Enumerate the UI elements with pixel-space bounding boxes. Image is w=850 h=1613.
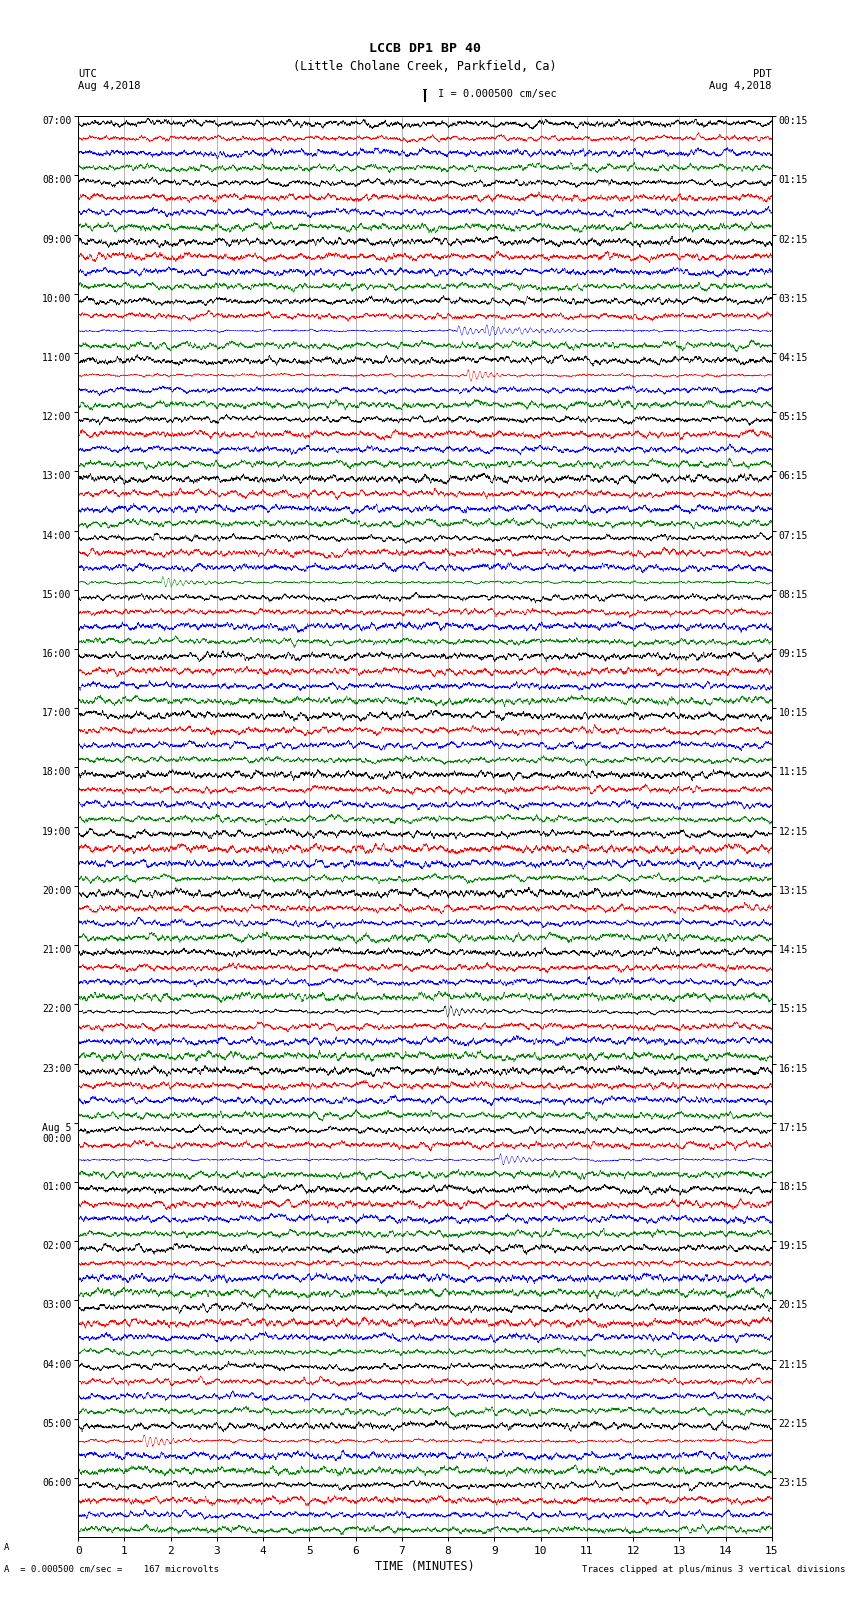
Text: A  = 0.000500 cm/sec =    167 microvolts: A = 0.000500 cm/sec = 167 microvolts (4, 1565, 219, 1574)
Text: Aug 4,2018: Aug 4,2018 (78, 81, 141, 90)
Text: Traces clipped at plus/minus 3 vertical divisions: Traces clipped at plus/minus 3 vertical … (582, 1565, 846, 1574)
Text: A: A (4, 1542, 9, 1552)
X-axis label: TIME (MINUTES): TIME (MINUTES) (375, 1560, 475, 1573)
Text: Aug 4,2018: Aug 4,2018 (709, 81, 772, 90)
Text: I = 0.000500 cm/sec: I = 0.000500 cm/sec (438, 89, 557, 98)
Text: UTC: UTC (78, 69, 97, 79)
Text: LCCB DP1 BP 40: LCCB DP1 BP 40 (369, 42, 481, 55)
Text: PDT: PDT (753, 69, 772, 79)
Text: (Little Cholane Creek, Parkfield, Ca): (Little Cholane Creek, Parkfield, Ca) (293, 60, 557, 73)
